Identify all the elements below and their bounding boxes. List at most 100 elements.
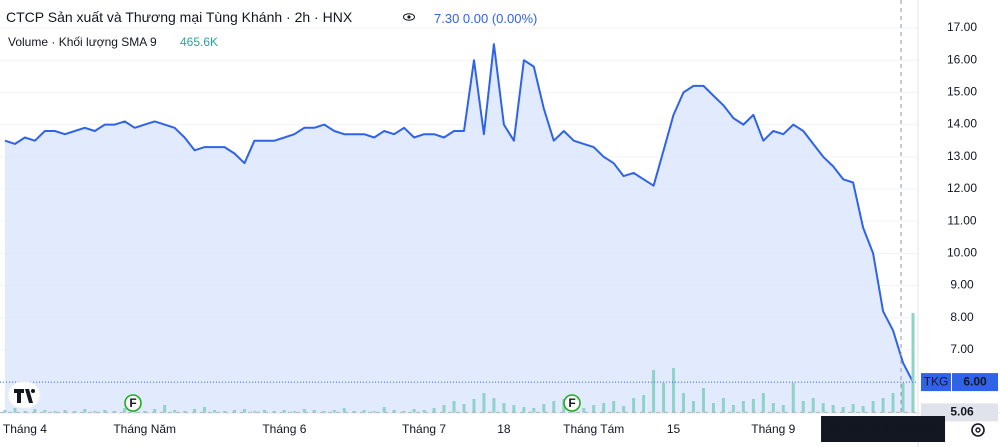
volume-bar (382, 407, 386, 413)
x-tick-label: Tháng Tám (563, 422, 624, 436)
volume-bar (173, 410, 177, 413)
volume-bar (761, 393, 765, 413)
volume-bar (691, 401, 695, 413)
volume-bar (731, 405, 735, 413)
volume-bar (741, 401, 745, 413)
volume-bar (532, 408, 536, 413)
volume-bar (482, 393, 486, 413)
chart-title: CTCP Sản xuất và Thương mại Tùng Khánh ·… (6, 9, 353, 25)
axis-layer: 7.00 8.00 9.00 10.00 11.00 12.00 13.00 14.00 15.… (3, 20, 998, 442)
quote: 7.30 0.00 (0.00%) (434, 11, 538, 26)
volume-bar (652, 370, 656, 413)
volume-bar (711, 403, 715, 413)
y-tick-label: 9.00 (950, 278, 974, 292)
volume-bar (751, 399, 755, 413)
volume-bar (322, 411, 326, 413)
volume-bar (392, 410, 396, 413)
volume-bar (811, 398, 815, 413)
volume-bar (602, 403, 606, 413)
volume-bar (302, 409, 306, 413)
x-tick-label: Tháng 6 (262, 422, 306, 436)
crosshair-date: 27 Tháng 9 '23 (828, 422, 908, 436)
volume-bar (282, 410, 286, 413)
volume-bar (771, 403, 775, 413)
y-tick-label: 15.00 (947, 85, 977, 99)
volume-bar (342, 408, 346, 413)
last-price-badge (952, 373, 998, 392)
y-tick-label: 14.00 (947, 117, 977, 131)
x-tick-label: 18 (497, 422, 511, 436)
price-line (4, 43, 914, 383)
volume-bar (332, 410, 336, 413)
volume-bar (93, 411, 97, 413)
volume-bar (83, 409, 87, 413)
settings-icon[interactable] (971, 423, 985, 437)
volume-bar (312, 410, 316, 413)
symbol-badge (921, 373, 951, 392)
volume-bar (252, 411, 256, 413)
volume-bar (492, 398, 496, 413)
volume-bar (781, 405, 785, 413)
event-label: F (129, 396, 136, 410)
volume-bar (682, 393, 686, 413)
volume-bar (462, 404, 466, 413)
volume-bar (911, 313, 915, 413)
crosshair-time-badge (821, 416, 946, 442)
volume-bar (542, 404, 546, 413)
area-fill (4, 44, 914, 413)
volume-bar (612, 401, 616, 413)
volume-bar (232, 410, 236, 413)
y-tick-label: 13.00 (947, 149, 977, 163)
eye (403, 13, 415, 21)
event-marker (124, 394, 142, 412)
volume-bar (592, 405, 596, 413)
volume-bar (871, 401, 875, 413)
volume-bar (622, 406, 626, 413)
volume-bar (242, 409, 246, 413)
volume-bar (512, 405, 516, 413)
volume-bar (801, 401, 805, 413)
event-label: F (568, 396, 575, 410)
volume-bar (841, 407, 845, 413)
volume-bar (891, 393, 895, 413)
x-tick-label: Tháng 7 (402, 422, 446, 436)
y-tick-label: 11.00 (947, 213, 976, 227)
volume-bar (701, 388, 705, 413)
volume-bar (292, 411, 296, 413)
y-tick-label: 7.00 (950, 342, 974, 356)
volume-bar (642, 395, 646, 413)
volume-bar (662, 383, 666, 413)
y-tick-label: 8.00 (950, 310, 974, 324)
volume-bar (3, 410, 7, 413)
x-tick-label: Tháng 9 (751, 422, 795, 436)
volume-bar (372, 411, 376, 413)
volume-bar (203, 407, 207, 413)
y-tick-label: 12.00 (947, 181, 977, 195)
y-tick-label: 17.00 (947, 20, 977, 34)
volume-bar (881, 398, 885, 413)
volume-bar (721, 398, 725, 413)
volume-bar (193, 409, 197, 413)
volume-bar (432, 408, 436, 413)
volume-bar (163, 405, 167, 413)
volume-bar (582, 408, 586, 413)
volume-bar (522, 407, 526, 413)
y-tick-label: 10.00 (947, 246, 977, 260)
x-tick-label: Tháng 4 (3, 422, 47, 436)
volume-bar (33, 409, 37, 413)
last-price-label: 6.00 (963, 374, 987, 388)
eye-icon[interactable] (403, 11, 415, 23)
volume-bar (452, 401, 456, 413)
volume-bar (213, 410, 217, 413)
volume-bar (422, 410, 426, 413)
volume-bar (362, 410, 366, 413)
tradingview-logo (7, 381, 41, 409)
volume-value: 465.6K (180, 35, 219, 49)
volume-bar (632, 398, 636, 413)
volume-label: Volume · Khối lượng SMA 9 (8, 35, 157, 49)
volume-bar (502, 403, 506, 413)
x-tick-label: 15 (667, 422, 681, 436)
